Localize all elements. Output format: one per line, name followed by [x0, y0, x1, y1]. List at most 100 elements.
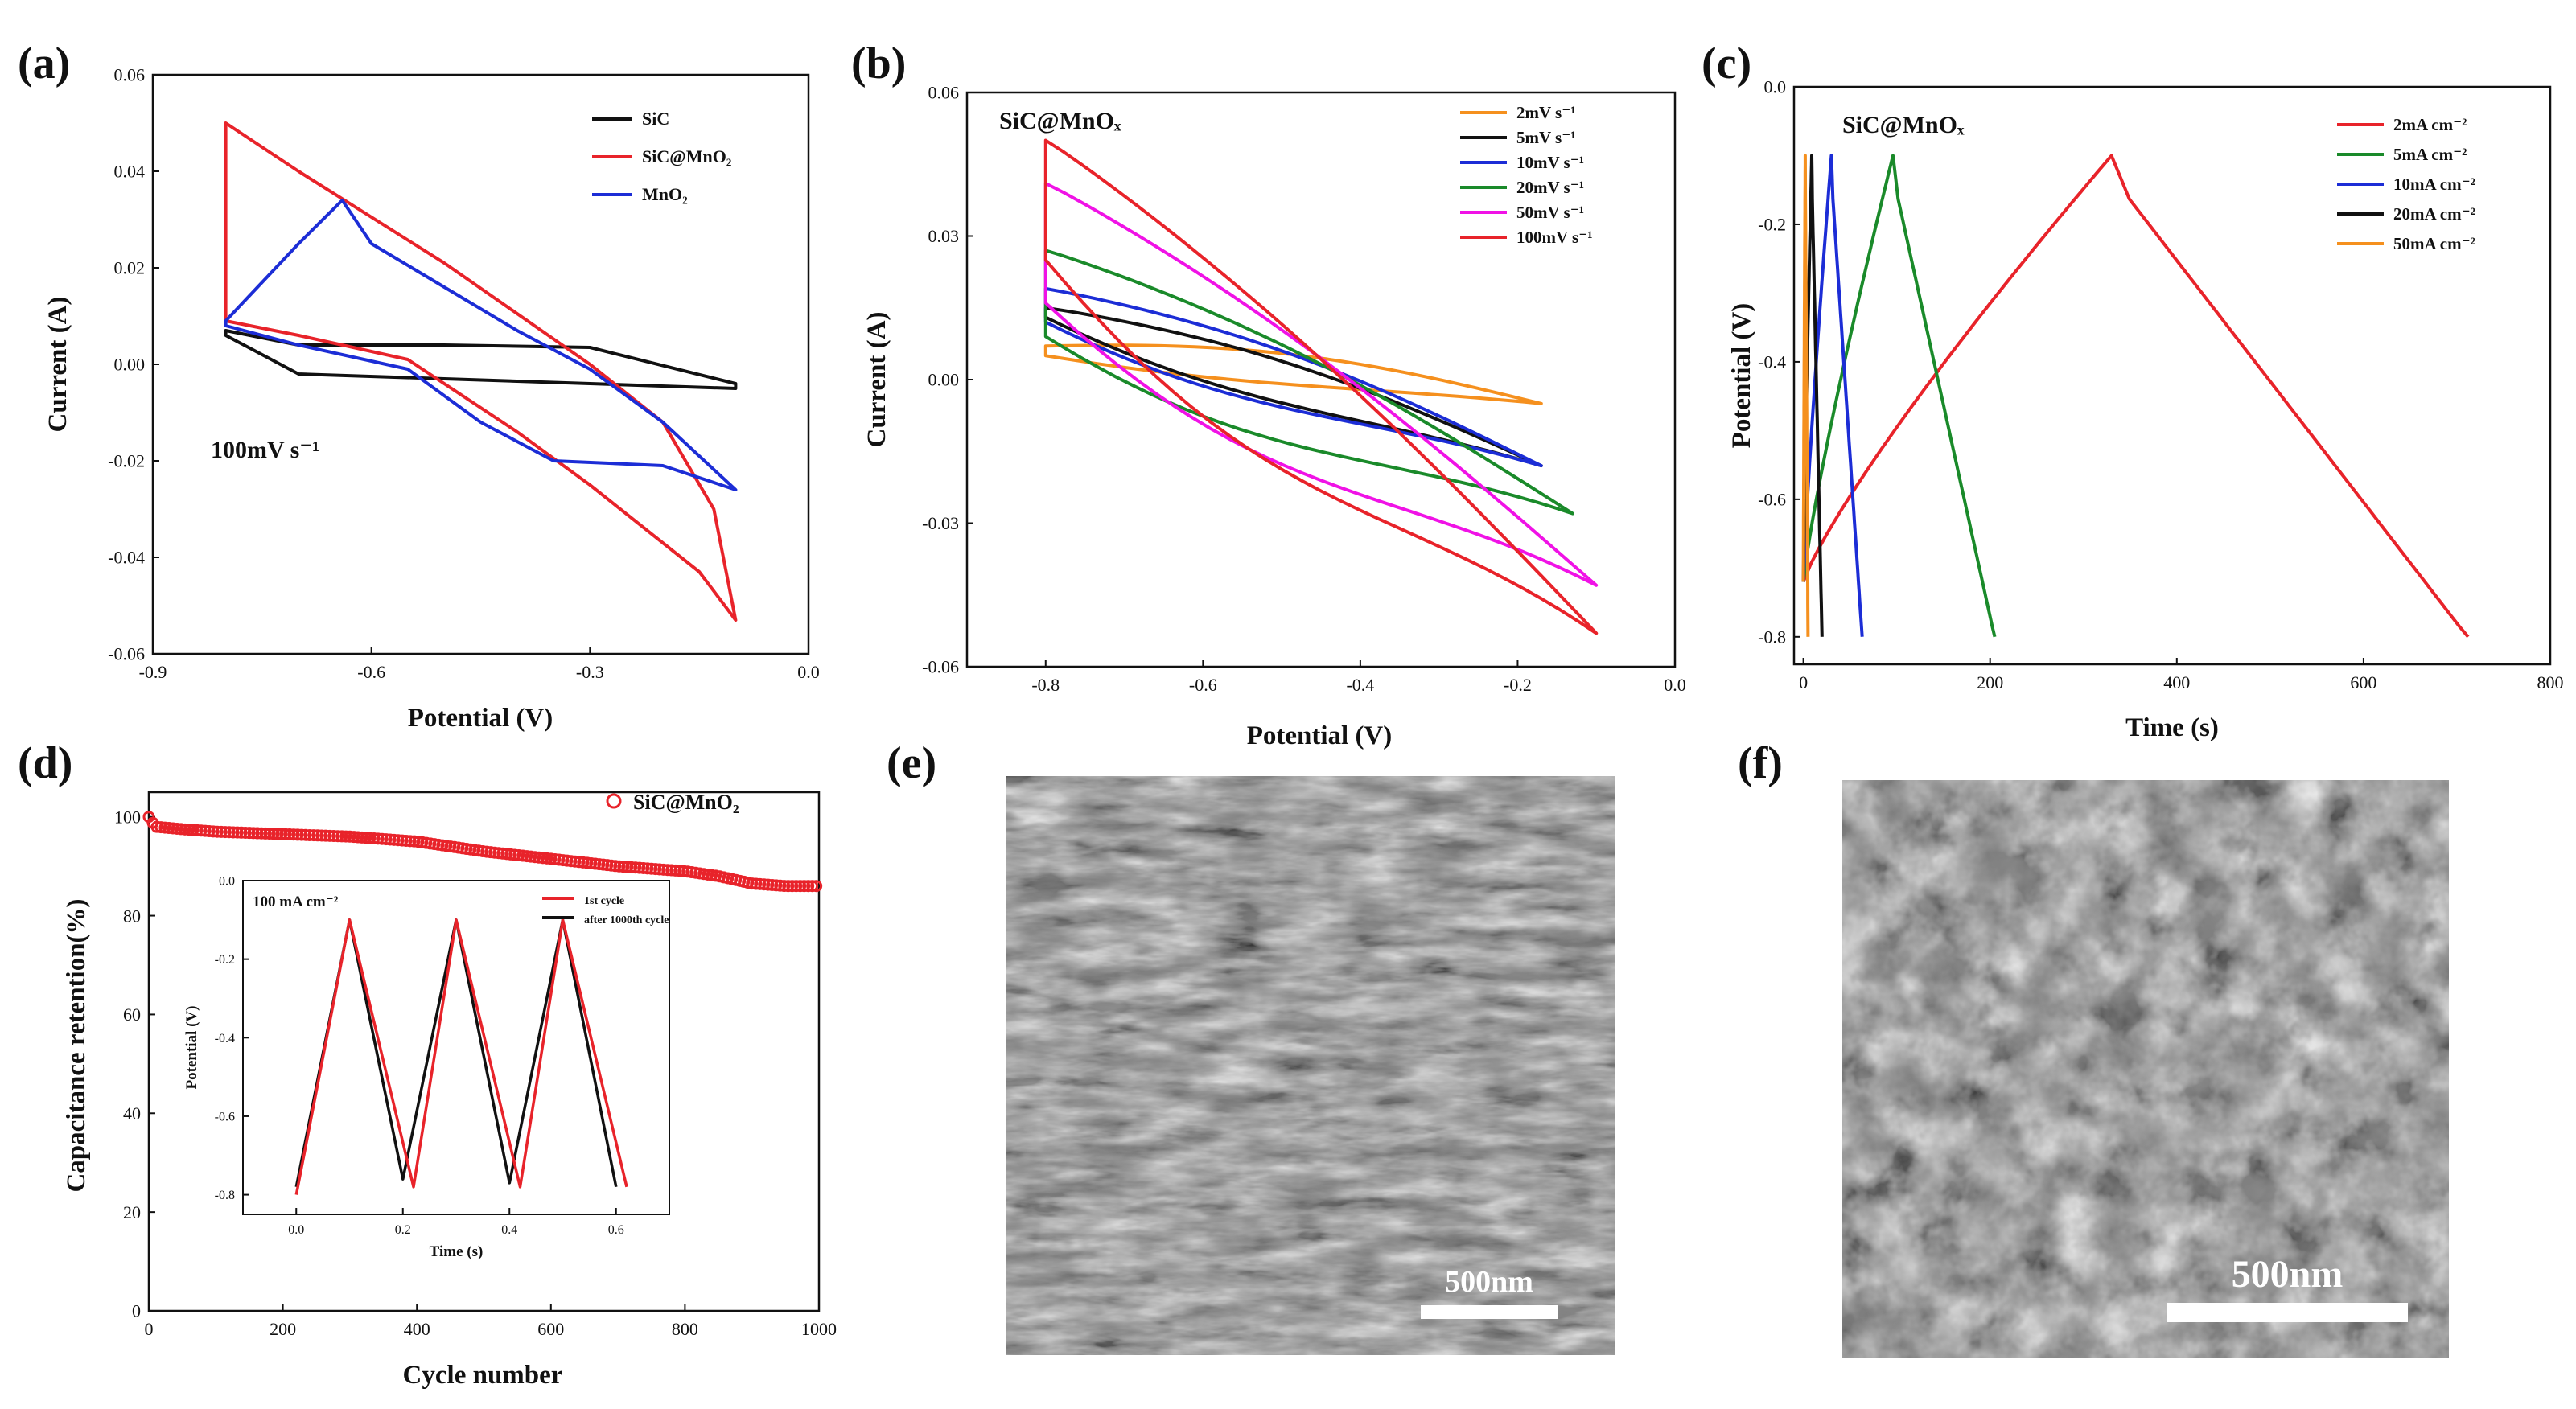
a-xtick-label: -0.6: [357, 662, 385, 682]
d-point: [291, 828, 304, 841]
b-ytick-label: 0.06: [928, 83, 960, 103]
c-series-0: [1801, 154, 2470, 639]
d-point: [380, 833, 393, 846]
d-point: [665, 864, 678, 877]
a-ytick-label: -0.02: [108, 451, 145, 471]
b-legend-2-label: 10mV s⁻¹: [1516, 153, 1584, 172]
scale-bar-f: [2167, 1303, 2408, 1322]
d-point: [621, 861, 634, 873]
d-point: [235, 826, 248, 839]
d-point: [669, 864, 682, 877]
d-inset-legend-0-label: 1st cycle: [584, 895, 624, 907]
d-point: [255, 827, 268, 840]
a-series-0: [224, 329, 738, 390]
chart-c: 0 200 400 600 800 0.0 -0.2 -0.4 -0.6 -0.8 2mA cm⁻²…: [1758, 77, 2563, 692]
d-point: [384, 833, 397, 846]
xlabel-b: Potential (V): [1247, 721, 1393, 750]
a-ytick-label: 0.02: [114, 258, 146, 278]
b-legend-5-label: 100mV s⁻¹: [1516, 228, 1593, 247]
d-ytick-label: 80: [123, 906, 141, 926]
d-point: [283, 828, 296, 841]
panel-label-c: (c): [1702, 39, 1751, 88]
a-ytick-label: -0.06: [108, 644, 145, 664]
d-point: [754, 877, 767, 890]
d-point: [279, 828, 292, 840]
title-b: SiC@MnOₓ: [999, 108, 1121, 134]
d-inset-xlabel: Time (s): [430, 1243, 484, 1260]
d-ytick-label: 0: [132, 1301, 141, 1321]
a-legend-1-label: SiC@MnO₂: [642, 146, 732, 166]
d-point: [673, 865, 686, 877]
b-xtick-label: -0.6: [1189, 675, 1217, 695]
b-legend-3-label: 20mV s⁻¹: [1516, 178, 1584, 197]
chart-a: -0.9 -0.6 -0.3 0.0 0.06 0.04 0.02 0.00 -0.02 -0.0…: [108, 65, 820, 682]
d-point: [307, 829, 320, 842]
d-point: [790, 880, 803, 893]
d-point: [348, 831, 360, 844]
c-xtick-label: 200: [1977, 672, 2003, 692]
d-point: [327, 830, 340, 843]
b-xtick-label: -0.2: [1504, 675, 1532, 695]
d-point: [199, 824, 212, 837]
d-point: [352, 831, 364, 844]
d-inset-ytick-label: -0.6: [215, 1111, 235, 1124]
a-ytick-label: 0.06: [114, 65, 146, 85]
ylabel-a: Current (A): [43, 297, 72, 433]
d-point: [653, 863, 666, 876]
d-point: [243, 827, 256, 840]
d-point: [649, 863, 662, 876]
panel-label-f: (f): [1738, 738, 1783, 788]
d-point: [195, 824, 208, 837]
b-legend-1-label: 5mV s⁻¹: [1516, 128, 1576, 147]
d-point: [637, 861, 650, 874]
d-point: [175, 823, 187, 836]
d-ytick-label: 100: [114, 807, 141, 827]
d-point: [396, 834, 409, 847]
d-point: [331, 830, 344, 843]
d-point: [625, 861, 638, 873]
a-legend-2-label: MnO₂: [642, 184, 688, 204]
d-point: [215, 825, 228, 838]
c-ytick-label: -0.6: [1758, 490, 1786, 510]
b-ytick-label: 0.03: [928, 226, 960, 246]
a-ytick-label: 0.04: [114, 162, 146, 182]
b-series-5: [1043, 138, 1599, 635]
d-point: [219, 826, 232, 839]
d-inset-ytick-label: 0.0: [219, 875, 235, 889]
a-legend-0-label: SiC: [642, 109, 669, 129]
d-point: [770, 879, 783, 892]
d-point: [750, 877, 763, 890]
d-inset-xtick-label: 0.2: [395, 1223, 411, 1237]
c-legend-1-label: 5mA cm⁻²: [2393, 145, 2467, 164]
d-point: [267, 828, 280, 840]
d-point: [758, 878, 771, 891]
d-point: [617, 861, 630, 873]
d-point: [810, 880, 823, 893]
d-point: [323, 829, 336, 842]
d-legend-marker: [606, 793, 622, 809]
d-point: [223, 826, 236, 839]
d-point: [271, 828, 284, 840]
d-point: [231, 826, 244, 839]
a-xtick-label: 0.0: [797, 662, 820, 682]
c-series-2: [1801, 154, 1864, 637]
panel-label-a: (a): [18, 39, 70, 88]
d-point: [239, 826, 252, 839]
d-point: [183, 824, 195, 836]
plot-frame-d: [147, 791, 821, 1312]
d-point: [339, 830, 352, 843]
d-point: [211, 825, 224, 838]
d-ytick-label: 60: [123, 1004, 141, 1025]
d-point: [802, 880, 815, 893]
c-xtick-label: 800: [2537, 672, 2564, 692]
d-xtick-label: 600: [537, 1319, 564, 1339]
d-point: [794, 880, 807, 893]
d-point: [179, 823, 191, 836]
d-point: [633, 861, 646, 874]
panel-label-d: (d): [18, 738, 72, 788]
c-series-1: [1801, 154, 1997, 638]
d-inset-legend-1-label: after 1000th cycle: [584, 914, 669, 926]
d-point: [335, 830, 348, 843]
panel-label-e: (e): [887, 738, 936, 788]
d-point: [275, 828, 288, 840]
